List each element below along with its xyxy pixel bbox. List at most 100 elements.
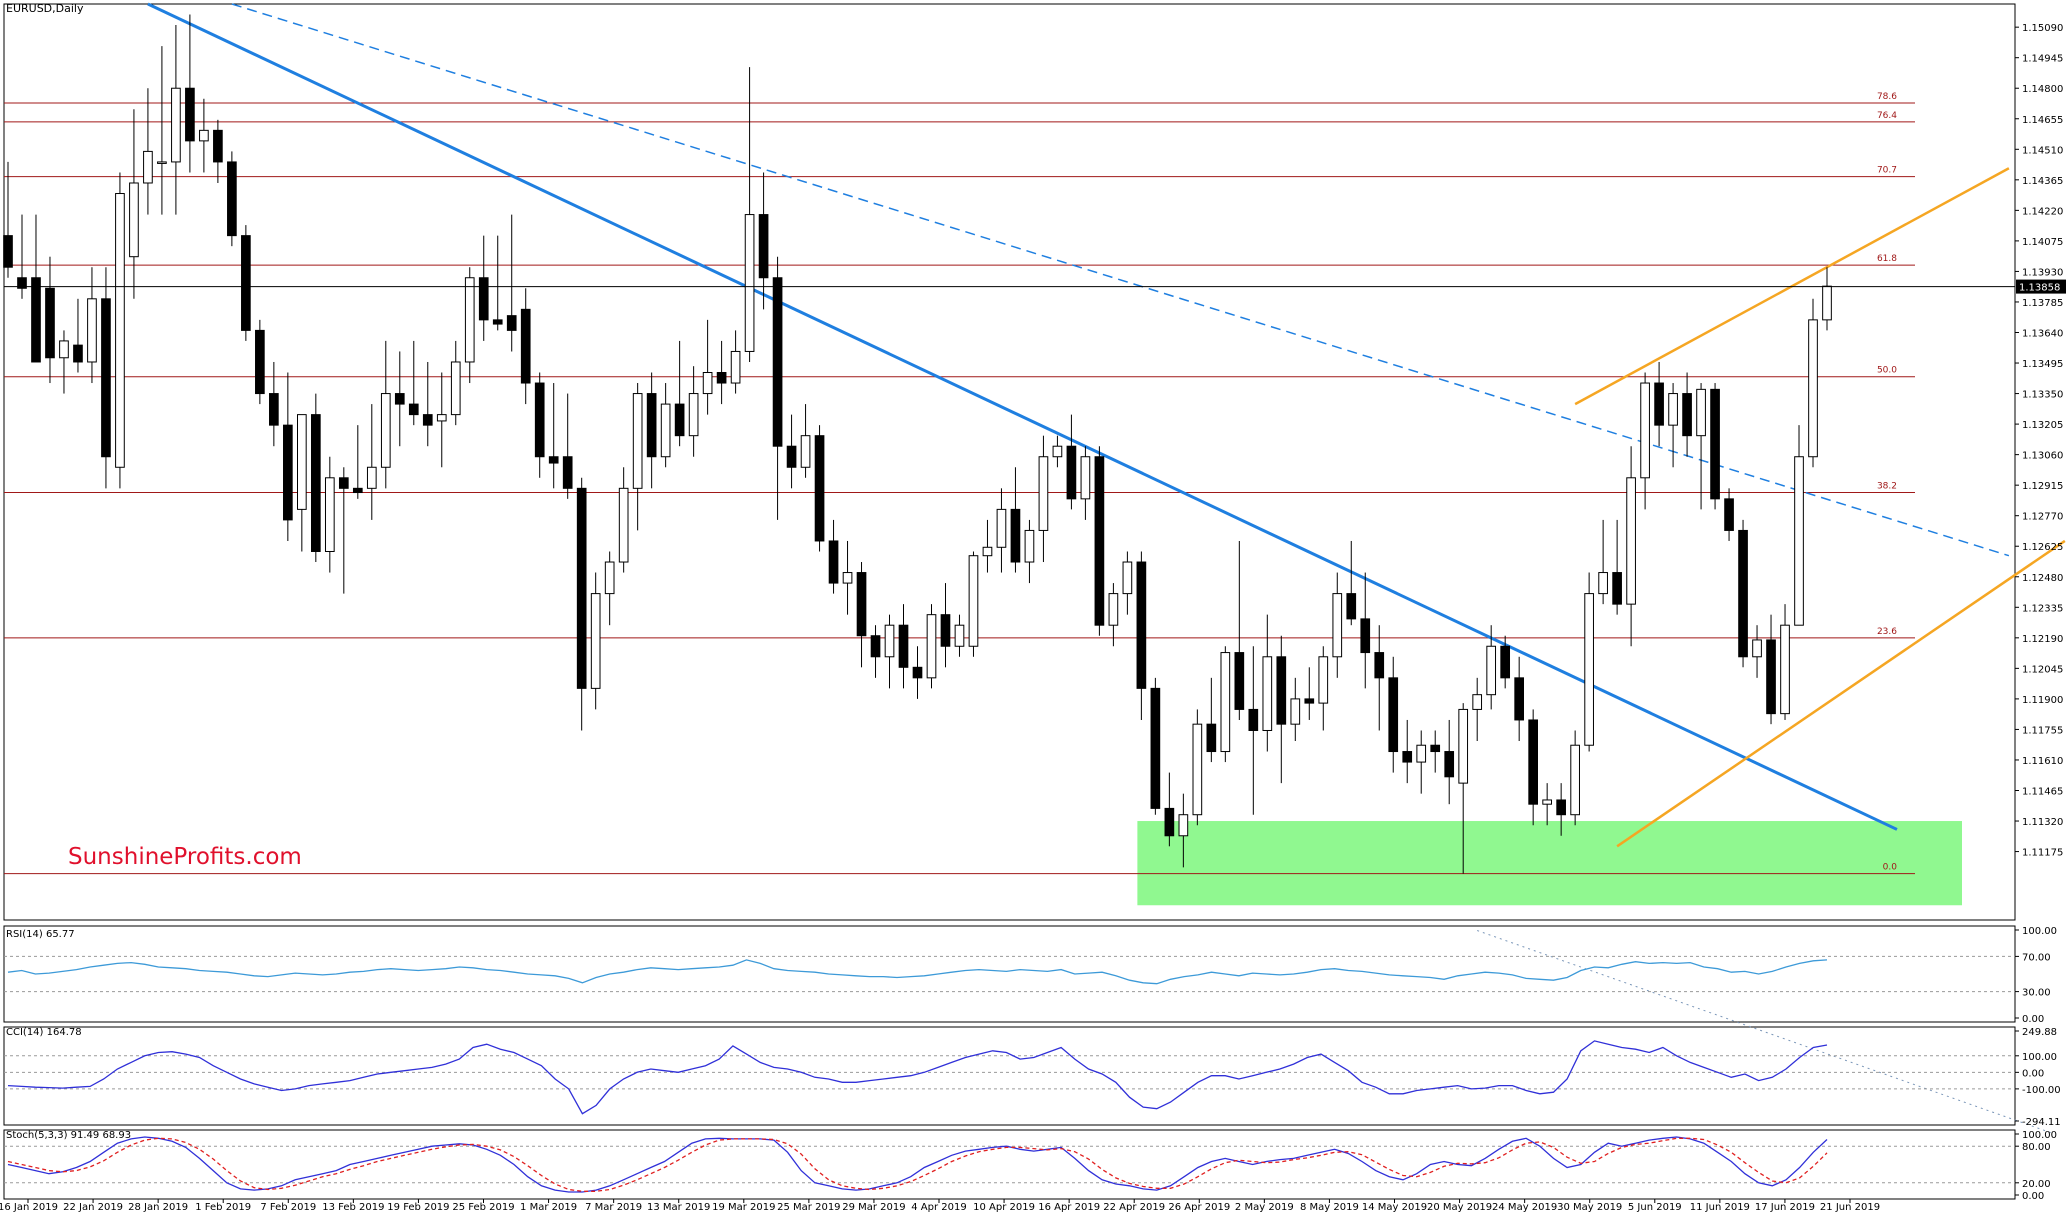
- date-label: 16 Apr 2019: [1038, 1202, 1100, 1213]
- panel-frame-rsi: [3, 925, 2016, 1023]
- candle-body: [1080, 456, 1091, 500]
- candle-body: [1542, 799, 1552, 805]
- candle-body: [408, 403, 419, 416]
- candle-body: [786, 445, 797, 468]
- series-line-signal: [7, 1137, 1828, 1192]
- candle-body: [828, 540, 839, 584]
- candle-body: [3, 235, 13, 268]
- candle-body: [884, 624, 895, 658]
- candle-body: [1234, 652, 1245, 710]
- candle-body: [744, 214, 755, 352]
- price-tick-label: 1.14365: [2022, 176, 2063, 187]
- date-label: 11 Jun 2019: [1690, 1202, 1750, 1213]
- fib-label-61.8: 61.8: [1877, 254, 1897, 264]
- candle-body: [1402, 751, 1413, 763]
- date-label: 24 May 2019: [1492, 1202, 1557, 1213]
- candle-body: [1220, 652, 1231, 753]
- candle-body: [646, 393, 657, 458]
- indicator-tick-label: 30.00: [2022, 988, 2051, 999]
- candle-body: [688, 393, 699, 437]
- price-tick-label: 1.11610: [2022, 756, 2063, 767]
- support-zone: [1137, 821, 1962, 906]
- price-tick-label: 1.14655: [2022, 115, 2063, 126]
- candle-body: [297, 414, 307, 510]
- series-line-cci-14-: [7, 1040, 1828, 1115]
- candle-body: [772, 277, 783, 447]
- candle-body: [394, 393, 405, 405]
- candle-body: [1570, 744, 1580, 816]
- candle-body: [45, 287, 55, 359]
- blue-downtrend-line: [147, 2, 1898, 831]
- rsi-title: RSI(14) 65.77: [6, 929, 75, 940]
- price-tick-label: 1.11320: [2022, 817, 2063, 828]
- candle-body: [1262, 656, 1273, 731]
- price-tick-label: 1.15090: [2022, 23, 2063, 34]
- candle-body: [1010, 508, 1021, 563]
- candle-body: [1696, 388, 1706, 437]
- candle-body: [982, 546, 993, 557]
- fib-label-23.6: 23.6: [1877, 627, 1897, 637]
- fib-label-76.4: 76.4: [1877, 111, 1897, 121]
- candle-body: [716, 372, 727, 384]
- candle-body: [1612, 572, 1622, 605]
- fib-label-50.0: 50.0: [1877, 366, 1897, 376]
- candle-body: [1472, 694, 1483, 710]
- candle-body: [199, 129, 209, 142]
- candle-body: [1290, 698, 1301, 725]
- candle-body: [269, 393, 279, 426]
- price-tick-label: 1.14510: [2022, 145, 2063, 156]
- candle-body: [366, 466, 377, 489]
- chart-symbol-label: EURUSD,Daily: [6, 2, 84, 15]
- candle-body: [143, 150, 153, 184]
- indicator-tick-label: 100.00: [2022, 1052, 2057, 1063]
- price-tick-label: 1.13785: [2022, 298, 2063, 309]
- date-label: 21 Jun 2019: [1820, 1202, 1880, 1213]
- candle-body: [1178, 814, 1189, 837]
- price-tick-label: 1.12335: [2022, 603, 2063, 614]
- candle-body: [17, 277, 27, 289]
- date-label: 22 Apr 2019: [1103, 1202, 1165, 1213]
- price-axis: 1.15090 1.14945 1.14800 1.14655 1.14510 1.143…: [2015, 23, 2063, 859]
- candle-body: [1724, 498, 1734, 531]
- candle-body: [548, 456, 559, 464]
- candle-body: [1710, 388, 1720, 500]
- indicator-tick-label: 249.88: [2022, 1027, 2057, 1038]
- candle-body: [115, 193, 125, 468]
- date-label: 13 Feb 2019: [322, 1202, 384, 1213]
- candle-body: [1780, 624, 1790, 715]
- price-tick-label: 1.12625: [2022, 542, 2063, 553]
- date-label: 4 Apr 2019: [911, 1202, 966, 1213]
- date-label: 19 Mar 2019: [712, 1202, 775, 1213]
- candle-body: [1276, 656, 1287, 725]
- candle-body: [185, 87, 195, 142]
- indicator-tick-label: -294.11: [2022, 1117, 2061, 1128]
- indicator-tick-label: 0.00: [2022, 1014, 2044, 1025]
- price-tick-label: 1.13930: [2022, 267, 2063, 278]
- candle-body: [1556, 799, 1566, 816]
- candle-body: [1626, 477, 1636, 605]
- candle-body: [520, 308, 531, 384]
- series-line-main: [7, 1136, 1828, 1193]
- cci-title: CCI(14) 164.78: [6, 1027, 82, 1038]
- candle-body: [702, 372, 713, 395]
- candle-body: [310, 414, 321, 552]
- candle-body: [1164, 807, 1175, 837]
- candle-body: [1332, 593, 1343, 658]
- candle-body: [1500, 645, 1511, 679]
- date-label: 1 Mar 2019: [520, 1202, 577, 1213]
- candle-body: [1122, 561, 1133, 595]
- price-tick-label: 1.12045: [2022, 664, 2063, 675]
- candle-body: [1416, 744, 1427, 763]
- date-label: 22 Jan 2019: [63, 1202, 123, 1213]
- candle-body: [1136, 561, 1147, 689]
- candle-body: [436, 414, 447, 422]
- candle-body: [660, 403, 671, 458]
- candle-body: [31, 277, 41, 363]
- candle-body: [674, 403, 685, 437]
- price-tick-label: 1.11755: [2022, 725, 2063, 736]
- candle-body: [464, 277, 475, 363]
- candle-body: [926, 614, 937, 679]
- candle-body: [898, 624, 909, 668]
- candle-body: [912, 666, 923, 679]
